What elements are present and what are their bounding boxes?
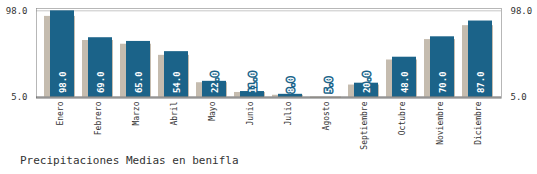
- svg-text:Septiembre: Septiembre: [360, 101, 369, 149]
- svg-text:20.0: 20.0: [362, 71, 372, 93]
- svg-text:Marzo: Marzo: [132, 101, 141, 125]
- svg-text:98.0: 98.0: [511, 6, 533, 16]
- svg-text:22.0: 22.0: [210, 71, 220, 93]
- svg-text:Febrero: Febrero: [94, 101, 103, 135]
- svg-text:Mayo: Mayo: [208, 101, 217, 120]
- svg-text:Enero: Enero: [56, 101, 65, 125]
- svg-text:Junio: Junio: [246, 101, 255, 125]
- svg-text:Julio: Julio: [284, 101, 293, 125]
- svg-text:48.0: 48.0: [400, 71, 410, 93]
- svg-text:Agosto: Agosto: [322, 101, 331, 130]
- svg-text:8.0: 8.0: [286, 77, 296, 93]
- svg-text:Diciembre: Diciembre: [474, 101, 483, 145]
- svg-text:Noviembre: Noviembre: [436, 101, 445, 145]
- svg-text:98.0: 98.0: [6, 6, 28, 16]
- svg-text:54.0: 54.0: [172, 71, 182, 93]
- svg-text:5.0: 5.0: [324, 77, 334, 93]
- svg-text:Abril: Abril: [170, 101, 179, 125]
- svg-text:70.0: 70.0: [438, 71, 448, 93]
- svg-text:65.0: 65.0: [134, 71, 144, 93]
- svg-text:5.0: 5.0: [511, 92, 527, 102]
- svg-text:Octubre: Octubre: [398, 101, 407, 135]
- svg-text:11.0: 11.0: [248, 71, 258, 93]
- svg-text:98.0: 98.0: [58, 71, 68, 93]
- svg-text:87.0: 87.0: [476, 71, 486, 93]
- svg-text:69.0: 69.0: [96, 71, 106, 93]
- html-text:Precipitaciones Medias en beni: Precipitaciones Medias en benifla: [20, 154, 239, 167]
- svg-text:5.0: 5.0: [11, 92, 27, 102]
